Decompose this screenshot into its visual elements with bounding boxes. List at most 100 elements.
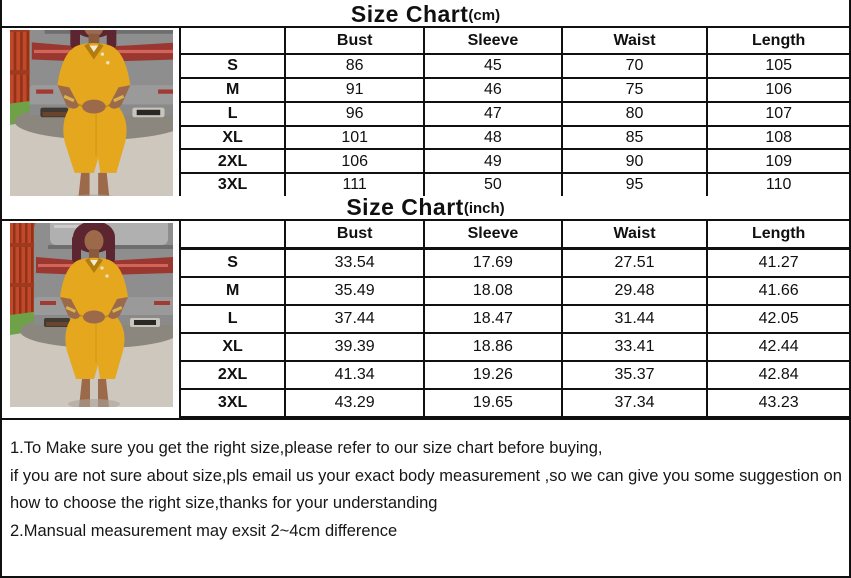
size-label: S: [181, 247, 287, 278]
size-value: 101: [284, 124, 426, 151]
size-table-cm-wrap: Bust Sleeve Waist Length S 86 45 70 105 M 91 46 75 10…: [181, 28, 849, 196]
size-value: 27.51: [560, 247, 709, 278]
size-value: 46: [423, 76, 563, 103]
size-value: 29.48: [560, 275, 709, 306]
size-value: 39.39: [284, 331, 426, 362]
size-value: 31.44: [560, 303, 709, 334]
size-row-XL: XL 101 48 85 108: [181, 124, 849, 151]
size-chart-inch-unit: (inch): [463, 200, 505, 217]
size-value: 107: [706, 100, 849, 127]
size-value: 106: [284, 148, 426, 175]
size-value: 33.41: [560, 331, 709, 362]
size-value: 37.34: [560, 387, 709, 419]
size-row-L: L 37.44 18.47 31.44 42.05: [181, 303, 849, 334]
size-label: 3XL: [181, 172, 287, 196]
corner-cell: [181, 28, 287, 55]
size-value: 41.34: [284, 359, 426, 390]
yellow-dress-photo-full: [9, 216, 181, 410]
size-label: 2XL: [181, 148, 287, 175]
size-notes: 1.To Make sure you get the right size,pl…: [2, 418, 849, 576]
size-value: 47: [423, 100, 563, 127]
column-header-bust: Bust: [284, 221, 426, 250]
column-header-length: Length: [706, 221, 849, 250]
size-value: 86: [284, 53, 426, 79]
size-value: 80: [560, 100, 709, 127]
size-label: M: [181, 76, 287, 103]
size-row-2XL: 2XL 106 49 90 109: [181, 148, 849, 175]
size-value: 18.08: [423, 275, 563, 306]
size-label: XL: [181, 331, 287, 362]
size-chart-cm-title-text: Size Chart: [350, 0, 469, 27]
size-value: 105: [706, 53, 849, 79]
size-value: 41.66: [706, 275, 849, 306]
size-table-cm: Bust Sleeve Waist Length S 86 45 70 105 M 91 46 75 10…: [181, 28, 849, 196]
note-line-3: how to choose the right size,thanks for …: [10, 494, 438, 512]
size-chart-inch-title: Size Chart (inch): [2, 195, 849, 221]
column-header-bust: Bust: [284, 28, 426, 55]
size-value: 85: [560, 124, 709, 151]
size-label: L: [181, 303, 287, 334]
size-value: 18.86: [423, 331, 563, 362]
size-label: L: [181, 100, 287, 127]
cm-band: Bust Sleeve Waist Length S 86 45 70 105 M 91 46 75 10…: [2, 0, 849, 206]
size-chart-cm-title: Size Chart (cm): [2, 0, 849, 28]
column-header-waist: Waist: [560, 221, 709, 250]
size-row-3XL: 3XL 43.29 19.65 37.34 43.23: [181, 387, 849, 419]
size-value: 43.29: [284, 387, 426, 419]
note-line-2: if you are not sure about size,pls email…: [10, 466, 842, 485]
size-value: 33.54: [284, 247, 426, 278]
size-row-3XL: 3XL 111 50 95 110: [181, 172, 849, 196]
size-value: 50: [423, 172, 563, 196]
size-value: 42.05: [706, 303, 849, 334]
size-row-XL: XL 39.39 18.86 33.41 42.44: [181, 331, 849, 362]
column-header-sleeve: Sleeve: [423, 221, 563, 250]
size-chart-cm-unit: (cm): [468, 7, 501, 24]
size-value: 109: [706, 148, 849, 175]
size-value: 110: [706, 172, 849, 196]
size-value: 91: [284, 76, 426, 103]
column-header-waist: Waist: [560, 28, 709, 55]
size-value: 106: [706, 76, 849, 103]
size-value: 48: [423, 124, 563, 151]
size-value: 108: [706, 124, 849, 151]
size-label: S: [181, 53, 287, 79]
size-value: 19.26: [423, 359, 563, 390]
size-row-S: S 33.54 17.69 27.51 41.27: [181, 247, 849, 278]
size-label: XL: [181, 124, 287, 151]
header-row: Bust Sleeve Waist Length: [181, 221, 849, 250]
size-label: M: [181, 275, 287, 306]
size-value: 41.27: [706, 247, 849, 278]
size-row-M: M 91 46 75 106: [181, 76, 849, 103]
size-label: 3XL: [181, 387, 287, 419]
size-value: 42.84: [706, 359, 849, 390]
size-row-M: M 35.49 18.08 29.48 41.66: [181, 275, 849, 306]
note-line-4: 2.Mansual measurement may exsit 2~4cm di…: [10, 521, 398, 540]
column-header-length: Length: [706, 28, 849, 55]
corner-cell: [181, 221, 287, 250]
size-value: 96: [284, 100, 426, 127]
yellow-dress-photo-cropped: [3, 0, 187, 206]
size-value: 70: [560, 53, 709, 79]
size-value: 95: [560, 172, 709, 196]
header-row: Bust Sleeve Waist Length: [181, 28, 849, 55]
size-table-inch: Bust Sleeve Waist Length S 33.54 17.69 27.51 41.…: [181, 221, 849, 419]
size-value: 19.65: [423, 387, 563, 419]
size-label: 2XL: [181, 359, 287, 390]
column-header-sleeve: Sleeve: [423, 28, 563, 55]
size-value: 43.23: [706, 387, 849, 419]
size-value: 42.44: [706, 331, 849, 362]
product-photo-bottom: [2, 216, 181, 418]
size-row-2XL: 2XL 41.34 19.26 35.37 42.84: [181, 359, 849, 390]
note-line-1: 1.To Make sure you get the right size,pl…: [10, 439, 603, 457]
size-table-inch-wrap: Bust Sleeve Waist Length S 33.54 17.69 27.51 41.…: [181, 221, 849, 419]
product-photo-top: [2, 0, 187, 206]
size-value: 37.44: [284, 303, 426, 334]
inch-band: Bust Sleeve Waist Length S 33.54 17.69 27.51 41.…: [2, 216, 849, 419]
size-row-S: S 86 45 70 105: [181, 53, 849, 79]
size-value: 90: [560, 148, 709, 175]
size-value: 75: [560, 76, 709, 103]
size-value: 17.69: [423, 247, 563, 278]
size-value: 18.47: [423, 303, 563, 334]
size-value: 35.49: [284, 275, 426, 306]
